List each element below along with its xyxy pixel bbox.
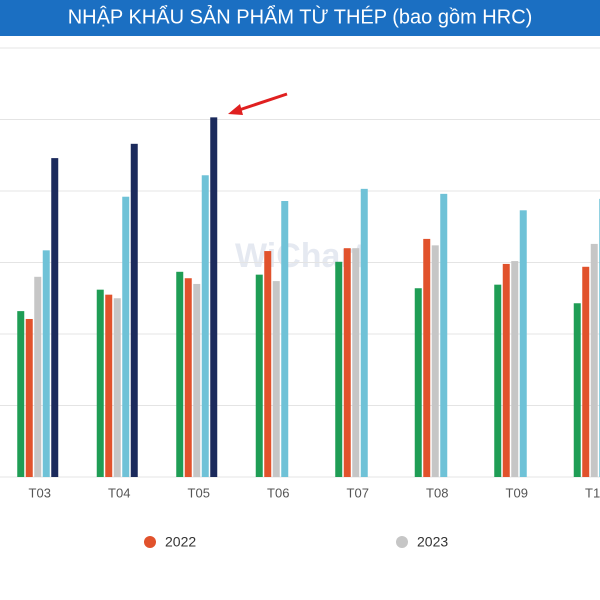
bar [264,251,272,477]
x-tick-label: T08 [426,485,448,500]
x-tick-label: T06 [267,485,289,500]
x-tick-label: T07 [347,485,369,500]
bar [122,196,130,477]
bar [130,143,138,477]
bar [255,274,263,477]
bar [281,201,289,477]
bar [519,210,527,477]
bar [440,193,448,478]
legend-swatch [396,536,408,548]
bar [96,289,104,477]
bar [431,245,439,477]
legend-label: 2023 [417,534,448,550]
legend-label: 2022 [165,534,196,550]
x-tick-label: T05 [188,485,210,500]
bar [193,283,201,477]
bar [511,261,519,477]
x-tick-label: T10 [585,485,600,500]
bar [184,278,192,477]
bar [502,263,510,477]
bar [34,276,42,477]
watermark: WiChart [235,237,365,275]
bar [582,266,590,477]
x-tick-label: T04 [108,485,130,500]
bar [210,117,218,477]
bar [113,298,121,477]
chart-title: NHẬP KHẨU SẢN PHẨM TỪ THÉP (bao gồm HRC) [68,5,533,28]
bar [176,271,184,477]
bar [423,238,431,477]
bar [573,303,581,477]
title-band [0,0,600,36]
bar [352,248,360,477]
bar [51,158,59,478]
bar [590,243,598,477]
x-tick-label: T03 [29,485,51,500]
legend-swatch [144,536,156,548]
bar [105,294,113,477]
bar [360,188,368,478]
bar [25,318,33,477]
bar [42,250,50,477]
bar [343,248,351,477]
bar [335,261,343,477]
bar [272,281,280,477]
bar [17,311,25,477]
annotation-arrow [228,92,288,115]
bar [494,284,502,477]
bar [201,175,209,477]
x-tick-label: T09 [506,485,528,500]
bar [414,288,422,477]
